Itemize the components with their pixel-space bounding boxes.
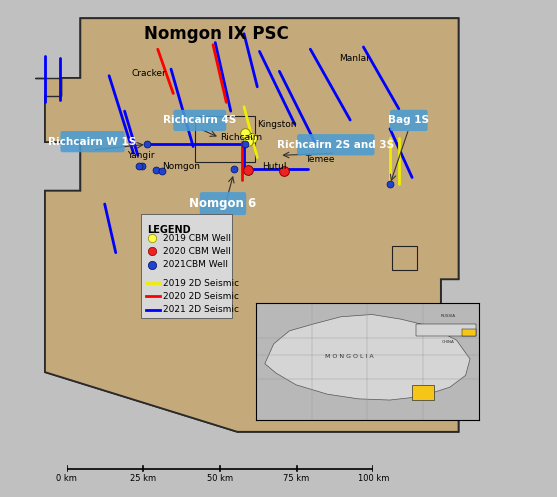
Text: 75 km: 75 km	[284, 474, 310, 483]
Text: Richcairn 4S: Richcairn 4S	[163, 115, 236, 125]
FancyBboxPatch shape	[141, 214, 232, 318]
Text: Nomgon IX PSC: Nomgon IX PSC	[144, 25, 289, 43]
Text: Hutul: Hutul	[262, 163, 286, 171]
Text: 2021 2D Seismic: 2021 2D Seismic	[163, 305, 239, 314]
Polygon shape	[416, 324, 476, 335]
Text: 100 km: 100 km	[358, 474, 389, 483]
Text: CHINA: CHINA	[441, 339, 454, 343]
Text: Yangir: Yangir	[127, 151, 154, 160]
Text: Richcairn W 1S: Richcairn W 1S	[48, 137, 136, 147]
Text: 2019 2D Seismic: 2019 2D Seismic	[163, 279, 239, 288]
Text: RUSSIA: RUSSIA	[440, 314, 455, 318]
Text: Richcairn: Richcairn	[219, 133, 262, 142]
Polygon shape	[30, 5, 472, 447]
Text: 2020 2D Seismic: 2020 2D Seismic	[163, 292, 239, 301]
Text: LEGEND: LEGEND	[148, 225, 191, 235]
Polygon shape	[35, 78, 61, 95]
Bar	[412, 385, 434, 400]
Text: Nomgon 6: Nomgon 6	[189, 197, 257, 210]
Text: M O N G O L I A: M O N G O L I A	[325, 354, 374, 359]
Text: Cracker: Cracker	[131, 69, 166, 78]
Text: 0 km: 0 km	[56, 474, 77, 483]
Text: Richcairn 2S and 3S: Richcairn 2S and 3S	[277, 140, 394, 150]
FancyBboxPatch shape	[200, 192, 246, 215]
Text: 2019 CBM Well: 2019 CBM Well	[163, 234, 231, 243]
Bar	[392, 246, 417, 270]
FancyBboxPatch shape	[297, 134, 374, 156]
FancyBboxPatch shape	[61, 131, 125, 152]
Text: 2020 CBM Well: 2020 CBM Well	[163, 247, 231, 256]
FancyBboxPatch shape	[390, 110, 428, 131]
Polygon shape	[462, 329, 476, 335]
Polygon shape	[45, 18, 458, 432]
Text: Manlai: Manlai	[339, 54, 369, 63]
Polygon shape	[45, 18, 458, 432]
Text: 25 km: 25 km	[130, 474, 157, 483]
Text: Temee: Temee	[305, 155, 334, 165]
Text: 2021CBM Well: 2021CBM Well	[163, 260, 228, 269]
Polygon shape	[265, 315, 470, 400]
Text: Kingston: Kingston	[257, 120, 297, 129]
Text: Nomgon: Nomgon	[162, 162, 200, 171]
Text: 50 km: 50 km	[207, 474, 233, 483]
Bar	[196, 116, 255, 162]
Text: Bag 1S: Bag 1S	[388, 115, 429, 125]
FancyBboxPatch shape	[173, 110, 226, 131]
